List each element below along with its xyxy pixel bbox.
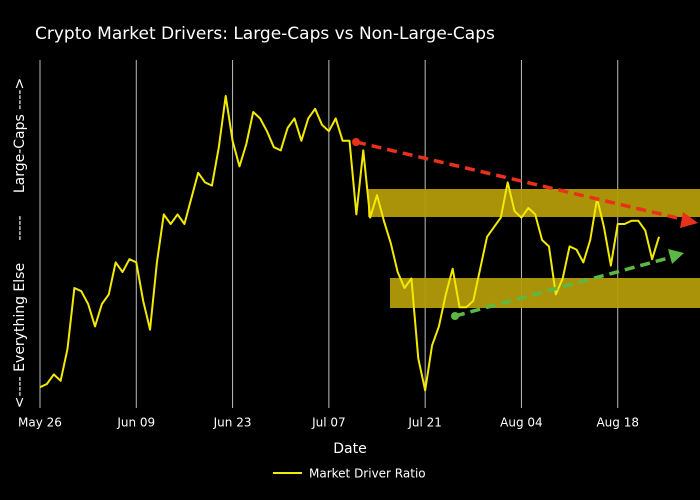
data-line bbox=[39, 95, 660, 392]
trend-arrow bbox=[352, 138, 698, 228]
y-axis-label: <---- Everything Else ----- Large-Caps -… bbox=[12, 78, 28, 408]
x-tick-label: Jul 07 bbox=[311, 416, 346, 430]
x-tick-label: Aug 18 bbox=[596, 416, 639, 430]
x-tick-label: Jun 23 bbox=[213, 416, 252, 430]
x-tick-label: Jul 21 bbox=[407, 416, 442, 430]
grid: May 26 Jun 09 Jun 23 Jul 07 Jul 21 Aug 04 Aug … bbox=[18, 60, 639, 430]
highlight-band bbox=[390, 278, 700, 308]
x-axis-label: Date bbox=[333, 441, 366, 457]
trend-arrow bbox=[451, 249, 684, 320]
legend-label: Market Driver Ratio bbox=[309, 467, 426, 481]
x-tick-label: May 26 bbox=[18, 416, 62, 430]
x-tick-label: Jun 09 bbox=[116, 416, 155, 430]
legend: Market Driver Ratio bbox=[273, 467, 426, 481]
plot-area bbox=[39, 95, 660, 392]
chart-title: Crypto Market Drivers: Large-Caps vs Non… bbox=[35, 24, 495, 44]
x-tick-label: Aug 04 bbox=[500, 416, 543, 430]
